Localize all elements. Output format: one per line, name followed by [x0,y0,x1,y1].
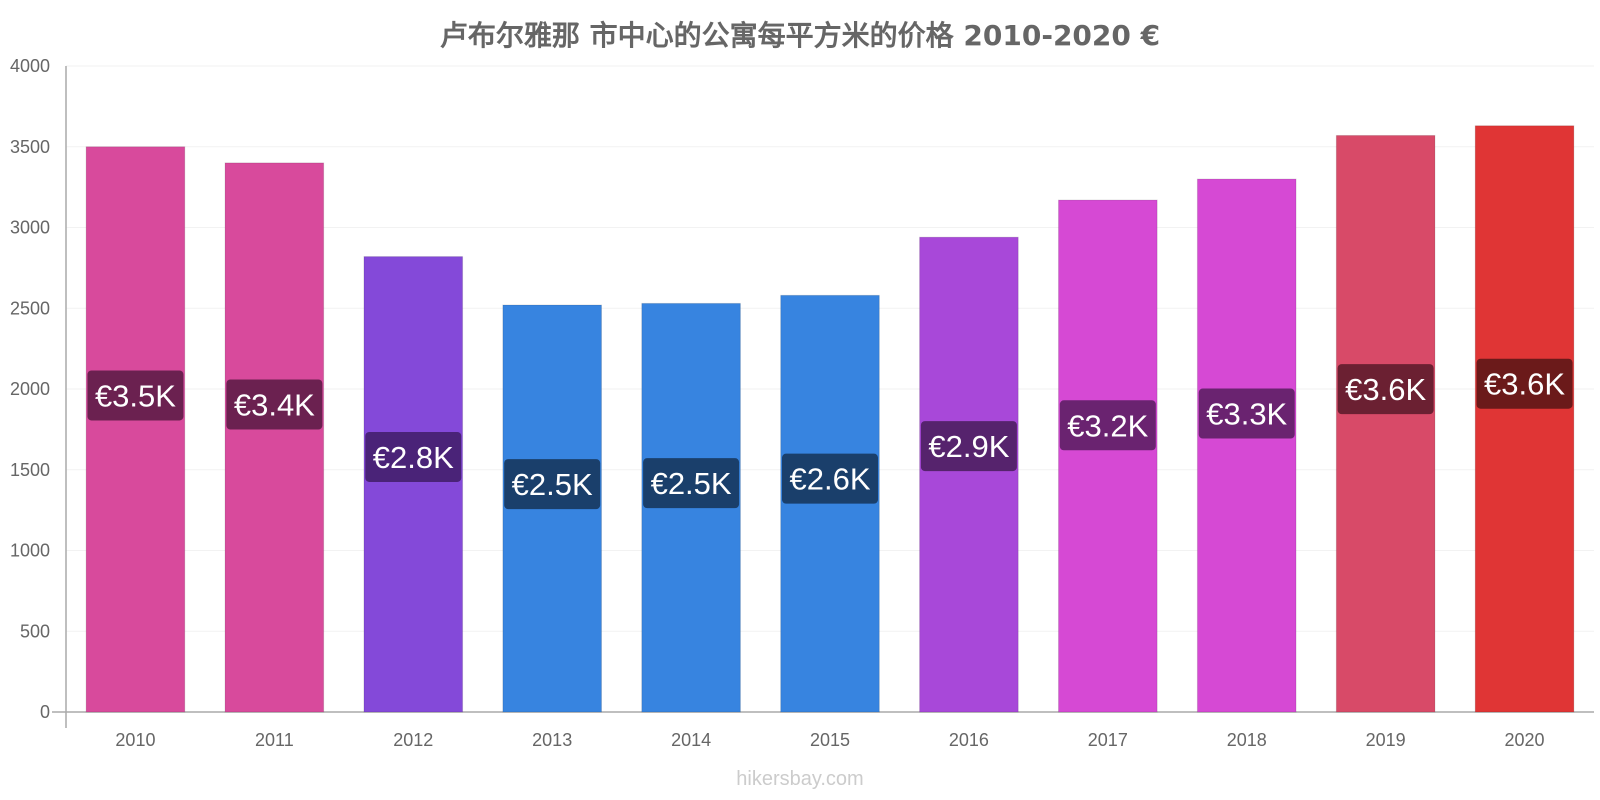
x-tick-label: 2010 [115,730,155,750]
y-tick-label: 2000 [10,379,50,399]
data-label-box [1198,388,1295,439]
data-label: €2.8K [373,440,454,475]
data-label-box [1337,364,1434,415]
bars [85,125,1575,713]
data-label-box [1476,358,1573,409]
data-label-box [226,379,323,430]
bar [363,256,464,713]
bar [1474,125,1575,713]
bar [1335,134,1436,713]
data-label-box [643,458,740,509]
bar [1196,178,1297,713]
y-tick-label: 4000 [10,56,50,76]
x-tick-label: 2019 [1366,730,1406,750]
data-label: €2.9K [928,429,1009,464]
data-label-box [1059,400,1156,451]
y-tick-label: 1500 [10,460,50,480]
data-label-box [782,453,878,504]
bar [224,162,325,713]
x-tick-label: 2013 [532,730,572,750]
x-tick-label: 2015 [810,730,850,750]
y-tick-label: 3000 [10,218,50,238]
bar [1058,199,1158,713]
x-tick-label: 2014 [671,730,711,750]
x-tick-label: 2012 [393,730,433,750]
bar [780,294,880,713]
x-tick-label: 2016 [949,730,989,750]
data-label: €2.6K [789,462,870,497]
data-label-box [365,431,462,482]
y-tick-label: 3500 [10,137,50,157]
bar [85,146,186,713]
data-label: €3.4K [234,388,315,423]
tick-labels: 0 500 1000 1500 2000 2500 3000 3500 4000 2010 2011… [10,56,1545,750]
y-tick-label: 0 [40,702,50,722]
x-tick-label: 2020 [1505,730,1545,750]
data-label: €3.2K [1067,408,1148,443]
y-tick-label: 1000 [10,541,50,561]
x-tick-label: 2018 [1227,730,1267,750]
data-label-box [920,421,1017,472]
data-label-box [87,370,184,421]
data-labels: €3.5K €3.4K €2.8K €2.5K €2.5K €2.6K €2.9K €3.2K… [87,358,1573,510]
data-label: €3.6K [1484,367,1565,402]
x-tick-label: 2011 [255,730,294,750]
data-label: €3.3K [1206,397,1287,432]
bar [919,236,1019,713]
watermark: hikersbay.com [736,768,864,790]
y-tick-label: 2500 [10,298,50,318]
chart-title: 卢布尔雅那 市中心的公寓每平方米的价格 2010-2020 € [439,19,1161,52]
data-label-box [504,459,601,510]
data-label: €3.6K [1345,372,1426,407]
data-label: €3.5K [95,378,176,413]
data-label: €2.5K [651,466,732,501]
y-tick-label: 500 [20,621,50,641]
data-label: €2.5K [512,467,593,502]
x-tick-label: 2017 [1088,730,1128,750]
